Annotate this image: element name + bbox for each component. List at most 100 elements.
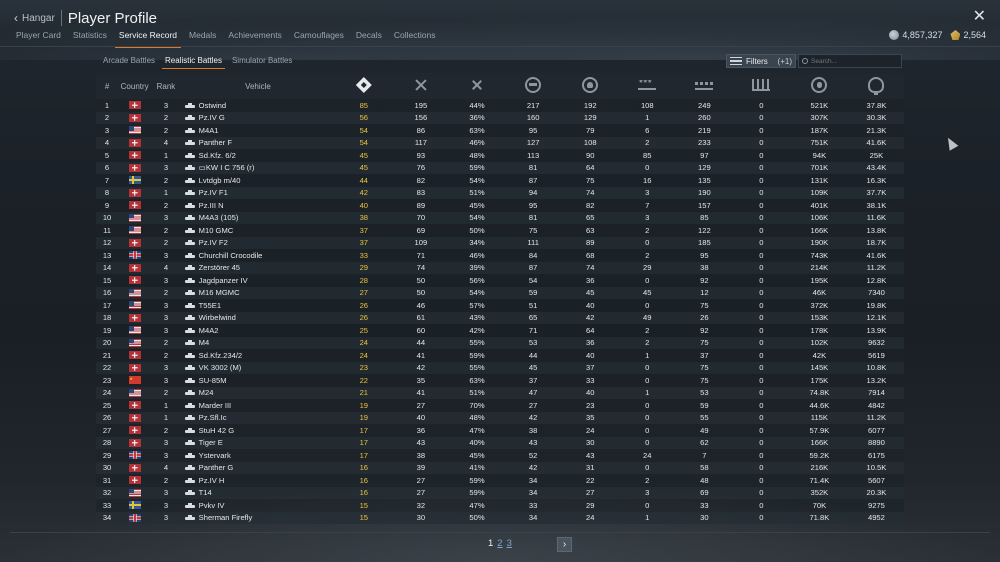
header-silver-earned[interactable] bbox=[790, 77, 849, 95]
tab-achievements[interactable]: Achievements bbox=[228, 30, 282, 40]
silver-earned: 145K bbox=[810, 363, 829, 373]
table-row[interactable]: 12 2 Pz.IV F2 37 109 34% 111 89 0 185 0 190K 18.7K bbox=[96, 236, 904, 249]
score: 45 bbox=[359, 150, 369, 160]
silver-earned: 42K bbox=[812, 350, 827, 360]
table-body: 1 3 Ostwind 85 195 44% 217 192 108 249 0 521K 37.8K 2… bbox=[96, 99, 904, 524]
search-input[interactable] bbox=[811, 57, 899, 65]
filters-button[interactable]: Filters (+1) bbox=[726, 54, 796, 68]
tab-statistics[interactable]: Statistics bbox=[72, 30, 107, 40]
win-rate: 59% bbox=[469, 350, 485, 360]
table-row[interactable]: 8 1 Pz.IV F1 42 83 51% 94 74 3 190 0 109K 37.7K bbox=[96, 186, 904, 199]
country-flag bbox=[118, 101, 151, 110]
table-row[interactable]: 4 4 Panther F 54 117 46% 127 108 2 233 0 751K 41.6K bbox=[96, 136, 904, 149]
ground-kills: 157 bbox=[698, 200, 711, 210]
tank-icon bbox=[184, 177, 195, 183]
silver-earned: 216K bbox=[810, 463, 829, 473]
table-row[interactable]: 34 3 Sherman Firefly 15 30 50% 34 24 1 30 0 71.8K 49… bbox=[96, 511, 904, 524]
air-kills: 108 bbox=[640, 100, 654, 110]
table-row[interactable]: 22 3 VK 3002 (M) 23 42 55% 45 37 0 75 0 145K 10.8K bbox=[96, 361, 904, 374]
tab-camouflages[interactable]: Camouflages bbox=[293, 30, 344, 40]
header-country[interactable]: Country bbox=[120, 81, 149, 91]
table-row[interactable]: 18 3 Wirbelwind 26 61 43% 65 42 49 26 0 153K 12.1K bbox=[96, 311, 904, 324]
header-deaths[interactable] bbox=[562, 77, 619, 95]
tab-collections[interactable]: Collections bbox=[393, 30, 436, 40]
header-rank[interactable]: Rank bbox=[156, 81, 176, 91]
table-row[interactable]: 6 3 ▭KW I C 756 (r) 45 76 59% 81 64 0 129 0 701K 43.… bbox=[96, 161, 904, 174]
header-ground-kills[interactable] bbox=[676, 80, 733, 92]
table-row[interactable]: 2 2 Pz.IV G 56 156 36% 160 129 1 260 0 307K 30.3K bbox=[96, 111, 904, 124]
table-row[interactable]: 26 1 Pz.Sfl.Ic 19 40 48% 42 35 0 55 0 115K 11.2K bbox=[96, 411, 904, 424]
header-air-kills[interactable] bbox=[619, 80, 676, 92]
table-row[interactable]: 9 2 Pz.III N 40 89 45% 95 82 7 157 0 401K 38.1K bbox=[96, 199, 904, 212]
table-row[interactable]: 15 3 Jagdpanzer IV 28 50 56% 54 36 0 92 0 195K 12.8K bbox=[96, 274, 904, 287]
silver-lions-icon bbox=[889, 30, 900, 40]
table-row[interactable]: 29 3 Ystervark 17 38 45% 52 43 24 7 0 59.2K 6175 bbox=[96, 449, 904, 462]
table-row[interactable]: 20 2 M4 24 44 55% 53 36 2 75 0 102K 9632 bbox=[96, 336, 904, 349]
table-row[interactable]: 13 3 Churchill Crocodile 33 71 46% 84 68 2 95 0 743… bbox=[96, 249, 904, 262]
table-row[interactable]: 11 2 M10 GMC 37 69 50% 75 63 2 122 0 166K 13.8K bbox=[96, 224, 904, 237]
header-research-points[interactable] bbox=[849, 77, 904, 95]
deaths: 23 bbox=[585, 400, 595, 410]
next-page-button[interactable]: › bbox=[557, 537, 572, 552]
page-2[interactable]: 2 bbox=[497, 538, 503, 549]
air-kills: 0 bbox=[645, 500, 650, 510]
tab-service-record[interactable]: Service Record bbox=[113, 30, 183, 48]
table-row[interactable]: 25 1 Marder III 19 27 70% 27 23 0 59 0 44.6K 4842 bbox=[96, 399, 904, 412]
vehicle-label: M10 GMC bbox=[198, 225, 234, 235]
header-score[interactable] bbox=[335, 77, 392, 95]
header-naval-kills[interactable] bbox=[733, 79, 790, 93]
header-vehicle[interactable]: Vehicle bbox=[245, 81, 271, 91]
back-to-hangar-button[interactable]: ‹ Hangar bbox=[14, 11, 55, 25]
deaths: 108 bbox=[583, 138, 597, 148]
research-points: 43.4K bbox=[866, 163, 887, 173]
table-row[interactable]: 17 3 T55E1 26 46 57% 51 40 0 75 0 372K 19.8K bbox=[96, 299, 904, 312]
vehicle-label: Pz.IV F1 bbox=[198, 188, 228, 198]
battles: 60 bbox=[416, 325, 426, 335]
rank: 3 bbox=[163, 250, 169, 260]
table-row[interactable]: 7 2 Lvtdgb m/40 44 82 54% 87 75 16 135 0 131K 16.3K bbox=[96, 174, 904, 187]
header-battles[interactable] bbox=[392, 77, 449, 95]
page-3[interactable]: 3 bbox=[506, 538, 512, 549]
respawns: 34 bbox=[528, 475, 538, 485]
close-icon[interactable]: ✕ bbox=[972, 8, 986, 25]
country-flag bbox=[118, 426, 151, 435]
table-row[interactable]: 5 1 Sd.Kfz. 6/2 45 93 48% 113 90 85 97 0 94K 25K bbox=[96, 149, 904, 162]
table-row[interactable]: 3 2 M4A1 54 86 63% 95 79 6 219 0 187K 21.3K bbox=[96, 124, 904, 137]
vehicle-label: Ystervark bbox=[198, 450, 231, 460]
naval-kills: 0 bbox=[759, 113, 764, 123]
vehicle-name: M4A1 bbox=[181, 126, 336, 135]
header-win-rate[interactable] bbox=[449, 77, 504, 95]
research-points: 18.7K bbox=[866, 238, 887, 248]
usa-flag-icon bbox=[128, 338, 141, 347]
table-row[interactable]: 16 2 M16 MGMC 27 50 54% 59 45 45 12 0 46K 7340 bbox=[96, 286, 904, 299]
table-row[interactable]: 28 3 Tiger E 17 43 40% 43 30 0 62 0 166K 8890 bbox=[96, 436, 904, 449]
tab-medals[interactable]: Medals bbox=[189, 30, 217, 40]
table-row[interactable]: 31 2 Pz.IV H 16 27 59% 34 22 2 48 0 71.4K 5607 bbox=[96, 474, 904, 487]
table-row[interactable]: 32 3 T14 16 27 59% 34 27 3 69 0 352K 20.3K bbox=[96, 486, 904, 499]
table-row[interactable]: 14 4 Zerstörer 45 29 74 39% 87 74 29 38 0 214K 11.2K bbox=[96, 261, 904, 274]
table-row[interactable]: 21 2 Sd.Kfz.234/2 24 41 59% 44 40 1 37 0 42K 5619 bbox=[96, 349, 904, 362]
air-kills: 85 bbox=[643, 150, 652, 160]
table-row[interactable]: 27 2 StuH 42 G 17 36 47% 38 24 0 49 0 57.9K 6077 bbox=[96, 424, 904, 437]
tab-simulator-battles[interactable]: Simulator Battles bbox=[231, 56, 293, 65]
respawns: 217 bbox=[526, 100, 540, 110]
header-number[interactable]: # bbox=[104, 81, 110, 91]
tab-decals[interactable]: Decals bbox=[355, 30, 382, 40]
score: 29 bbox=[359, 263, 369, 273]
respawns: 59 bbox=[528, 288, 538, 298]
table-row[interactable]: 33 3 Pvkv IV 15 32 47% 33 29 0 33 0 70K 9275 bbox=[96, 499, 904, 512]
table-row[interactable]: 30 4 Panther G 16 39 41% 42 31 0 58 0 216K 10.5K bbox=[96, 461, 904, 474]
tab-player-card[interactable]: Player Card bbox=[16, 30, 61, 40]
table-row[interactable]: 1 3 Ostwind 85 195 44% 217 192 108 249 0 521K 37.8K bbox=[96, 99, 904, 112]
table-row[interactable]: 24 2 M24 21 41 51% 47 40 1 53 0 74.8K 7914 bbox=[96, 386, 904, 399]
tank-icon bbox=[184, 315, 195, 321]
tab-arcade-battles[interactable]: Arcade Battles bbox=[103, 56, 156, 65]
header-respawns[interactable] bbox=[505, 77, 562, 95]
table-row[interactable]: 19 3 M4A2 25 60 42% 71 64 2 92 0 178K 13.9K bbox=[96, 324, 904, 337]
row-number: 21 bbox=[102, 350, 112, 360]
table-row[interactable]: 10 3 M4A3 (105) 38 70 54% 81 65 3 85 0 106K 11.6K bbox=[96, 211, 904, 224]
tab-realistic-battles[interactable]: Realistic Battles bbox=[160, 56, 227, 69]
page-1[interactable]: 1 bbox=[488, 538, 494, 549]
silver-earned: 214K bbox=[810, 263, 829, 273]
table-row[interactable]: 23 3 SU-85M 22 35 63% 37 33 0 75 0 175K 13.2K bbox=[96, 374, 904, 387]
